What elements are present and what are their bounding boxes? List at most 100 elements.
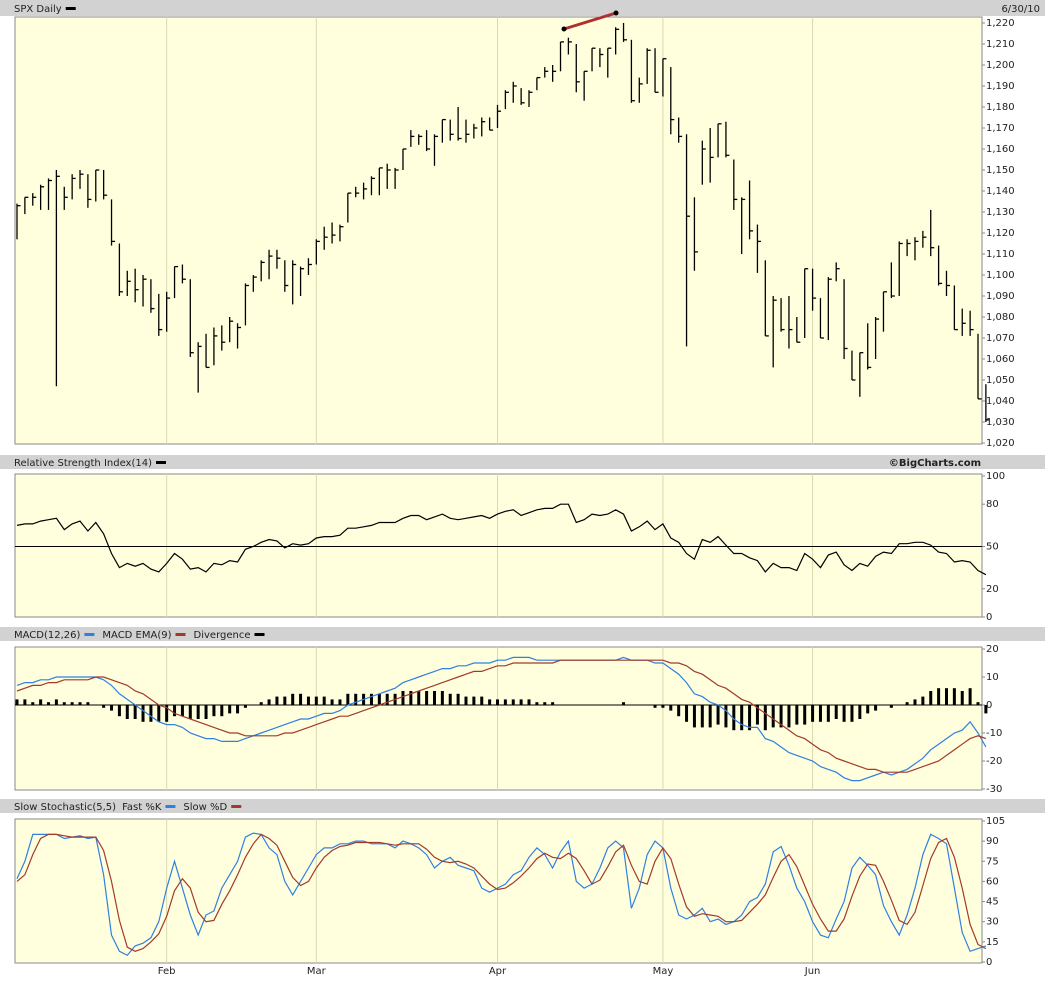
y-tick-label: 1,190 xyxy=(986,81,1015,92)
y-tick-label: 15 xyxy=(986,937,999,948)
divergence-bar xyxy=(755,705,759,725)
divergence-bar xyxy=(354,693,358,705)
divergence-bar xyxy=(432,691,436,705)
divergence-bar xyxy=(102,705,106,708)
trendline-point xyxy=(613,10,619,16)
panel-header xyxy=(0,799,1045,813)
plot-area xyxy=(14,818,983,964)
panel-title: SPX Daily xyxy=(14,4,62,15)
divergence-bar xyxy=(511,699,515,705)
y-tick-label: 1,020 xyxy=(986,438,1015,449)
y-tick-label: -30 xyxy=(986,784,1002,795)
y-tick-label: 1,210 xyxy=(986,39,1015,50)
divergence-bar xyxy=(243,705,247,708)
divergence-bar xyxy=(913,699,917,705)
divergence-bar xyxy=(503,699,507,705)
divergence-bar xyxy=(401,691,405,705)
legend-swatch xyxy=(156,461,166,464)
divergence-bar xyxy=(692,705,696,728)
divergence-bar xyxy=(850,705,854,722)
y-tick-label: 1,040 xyxy=(986,396,1015,407)
divergence-bar xyxy=(291,693,295,705)
divergence-bar xyxy=(480,696,484,705)
divergence-bar xyxy=(653,705,657,708)
y-tick-label: 1,090 xyxy=(986,291,1015,302)
trendline-point xyxy=(561,26,567,32)
divergence-bar xyxy=(23,699,27,705)
divergence-bar xyxy=(448,693,452,705)
y-tick-label: 1,160 xyxy=(986,144,1015,155)
series-line xyxy=(16,659,987,773)
divergence-bar xyxy=(212,705,216,717)
divergence-bar xyxy=(236,705,240,714)
divergence-bar xyxy=(748,705,752,731)
divergence-bar xyxy=(763,705,767,731)
divergence-bar xyxy=(62,702,66,705)
legend-label: Relative Strength Index(14) xyxy=(14,458,152,469)
x-tick-label: Apr xyxy=(489,966,507,977)
trendline xyxy=(563,11,617,31)
divergence-bar xyxy=(716,705,720,725)
series-line xyxy=(16,832,987,957)
y-tick-label: 60 xyxy=(986,876,999,887)
divergence-bar xyxy=(669,705,673,711)
y-tick-label: 1,180 xyxy=(986,102,1015,113)
y-tick-label: 0 xyxy=(986,957,992,968)
divergence-bar xyxy=(228,705,232,714)
divergence-bar xyxy=(15,699,19,705)
legend-label: MACD EMA(9) xyxy=(102,630,171,641)
x-tick-label: Mar xyxy=(307,966,327,977)
panel-header xyxy=(0,0,1045,16)
divergence-bar xyxy=(267,699,271,705)
x-tick-label: Jun xyxy=(804,966,821,977)
divergence-bar xyxy=(496,699,499,705)
y-tick-label: 90 xyxy=(986,836,999,847)
y-tick-label: -20 xyxy=(986,756,1002,767)
legend-label: Slow %D xyxy=(183,802,227,813)
y-tick-label: 45 xyxy=(986,897,999,908)
divergence-bar xyxy=(929,691,933,705)
divergence-bar xyxy=(551,702,555,705)
y-tick-label: 1,110 xyxy=(986,249,1015,260)
y-tick-label: 1,060 xyxy=(986,354,1015,365)
divergence-bar xyxy=(535,702,539,705)
panel-title: Slow Stochastic(5,5) xyxy=(14,802,116,813)
legend-swatch xyxy=(231,805,242,808)
divergence-bar xyxy=(299,693,303,705)
divergence-bar xyxy=(708,705,712,728)
y-tick-label: 1,220 xyxy=(986,18,1015,29)
divergence-bar xyxy=(173,705,177,717)
y-tick-label: 20 xyxy=(986,644,999,655)
divergence-bar xyxy=(456,693,460,705)
divergence-bar xyxy=(795,705,799,725)
divergence-bar xyxy=(842,705,846,722)
divergence-bar xyxy=(149,705,153,722)
divergence-bar xyxy=(385,693,389,705)
panel-header xyxy=(0,455,1045,469)
divergence-bar xyxy=(110,705,114,711)
divergence-bar xyxy=(874,705,878,711)
divergence-bar xyxy=(283,696,287,705)
divergence-bar xyxy=(866,705,870,714)
divergence-bar xyxy=(417,691,421,705)
divergence-bar xyxy=(314,696,318,705)
divergence-bar xyxy=(921,696,925,705)
date-label: 6/30/10 xyxy=(1001,4,1040,15)
divergence-bar xyxy=(204,705,208,719)
divergence-bar xyxy=(952,688,956,705)
divergence-bar xyxy=(803,705,807,725)
divergence-bar xyxy=(677,705,681,717)
x-tick-label: Feb xyxy=(158,966,176,977)
divergence-bar xyxy=(196,705,200,719)
x-tick-label: May xyxy=(653,966,674,977)
divergence-bar xyxy=(724,705,728,728)
divergence-bar xyxy=(787,705,791,728)
divergence-bar xyxy=(369,693,373,705)
divergence-bar xyxy=(78,702,82,705)
divergence-bar xyxy=(543,702,547,705)
divergence-bar xyxy=(220,705,224,717)
divergence-bar xyxy=(180,705,184,717)
y-tick-label: 1,070 xyxy=(986,333,1015,344)
series-line xyxy=(16,656,987,782)
